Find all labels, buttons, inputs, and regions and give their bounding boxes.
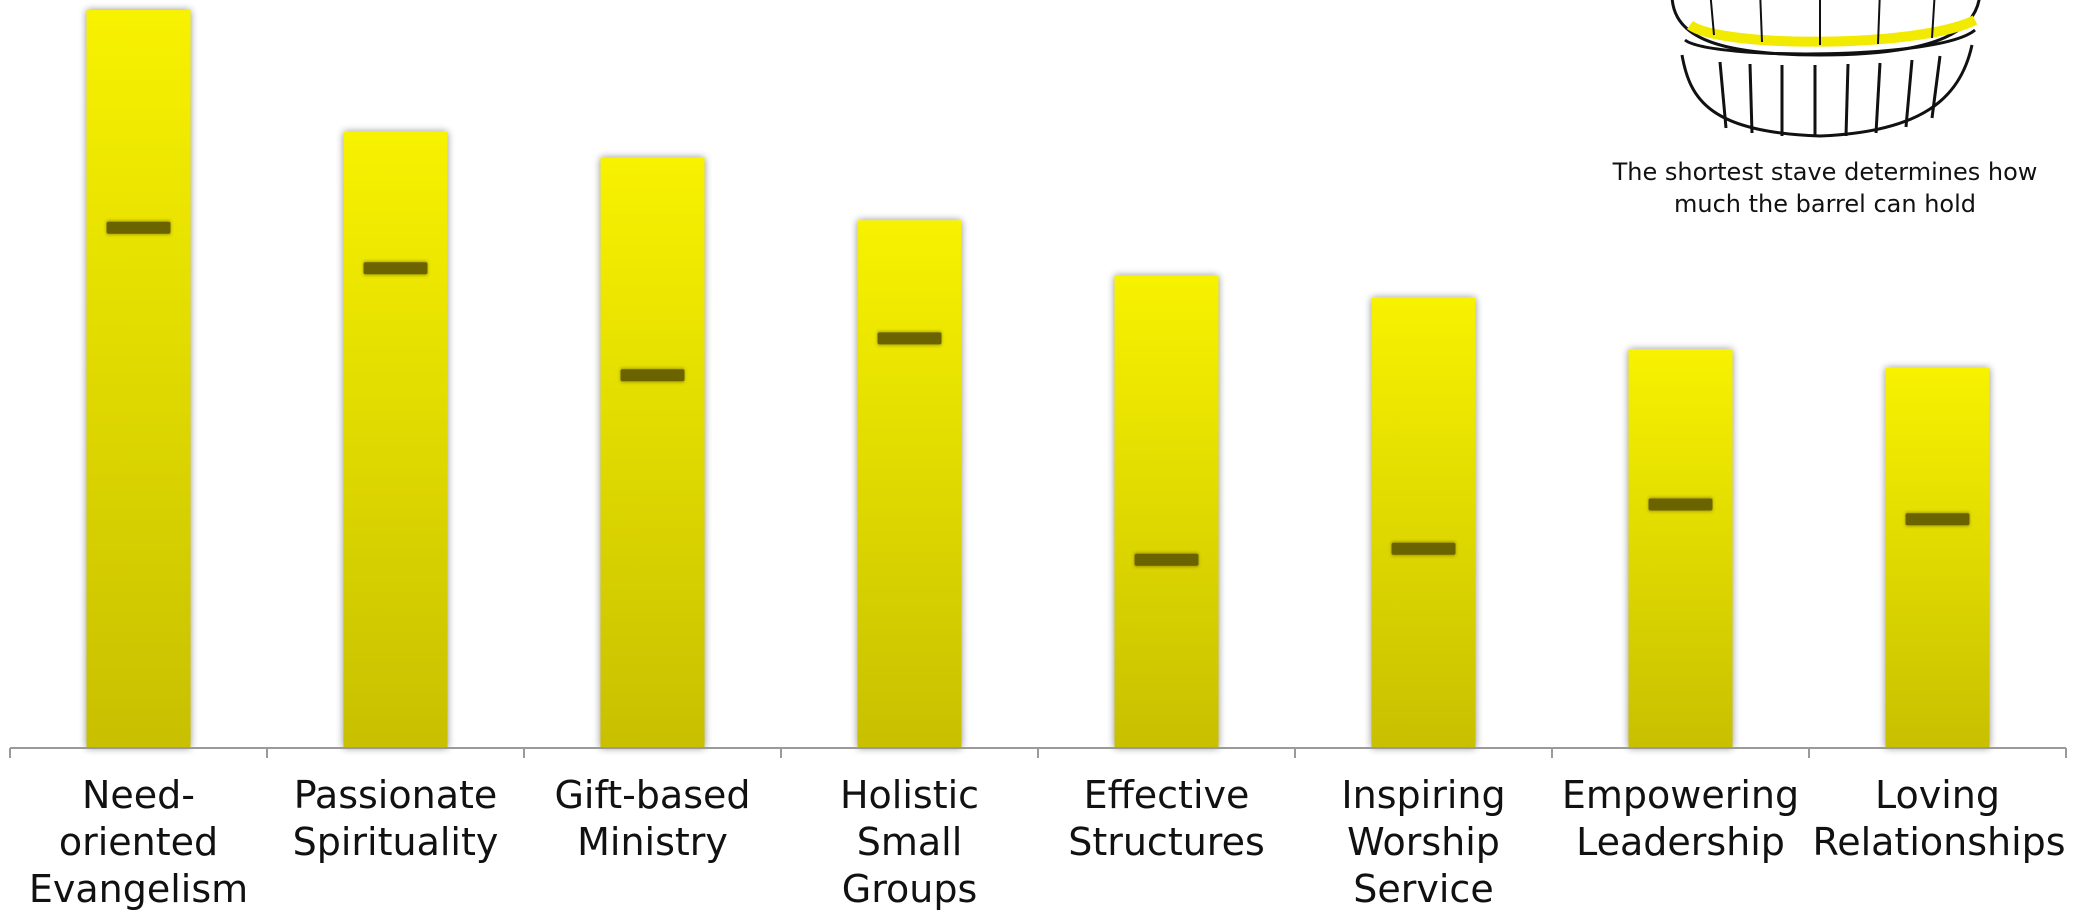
marker-1: [363, 262, 428, 275]
category-label-2: Gift-based Ministry: [554, 773, 751, 864]
bar-5: [1371, 297, 1476, 748]
bar-3: [857, 220, 962, 748]
marker-7: [1905, 513, 1970, 526]
marker-0: [106, 221, 171, 234]
category-label-5: Inspiring Worship Service: [1341, 773, 1506, 911]
bar-0: [86, 10, 191, 748]
bar-2: [600, 157, 705, 749]
category-label-0: Need-oriented Evangelism: [28, 773, 249, 911]
marker-5: [1391, 542, 1456, 555]
category-label-1: Passionate Spirituality: [292, 773, 499, 864]
bar-1: [343, 131, 448, 748]
annotation-text: The shortest stave determines how much t…: [1612, 158, 2038, 218]
bar-4: [1114, 275, 1219, 748]
category-label-7: Loving Relationships: [1812, 773, 2066, 864]
bars-group: [86, 10, 1990, 749]
category-label-4: Effective Structures: [1068, 773, 1265, 864]
bar-7: [1885, 367, 1990, 748]
x-axis: [9, 747, 2067, 758]
barrel-illustration: [1670, 0, 1981, 138]
marker-2: [620, 369, 685, 382]
marker-4: [1134, 553, 1199, 566]
category-label-6: Empowering Leadership: [1561, 773, 1800, 864]
marker-3: [877, 332, 942, 345]
bar-6: [1628, 349, 1733, 748]
marker-6: [1648, 498, 1713, 511]
category-label-3: Holistic Small Groups: [839, 773, 980, 911]
